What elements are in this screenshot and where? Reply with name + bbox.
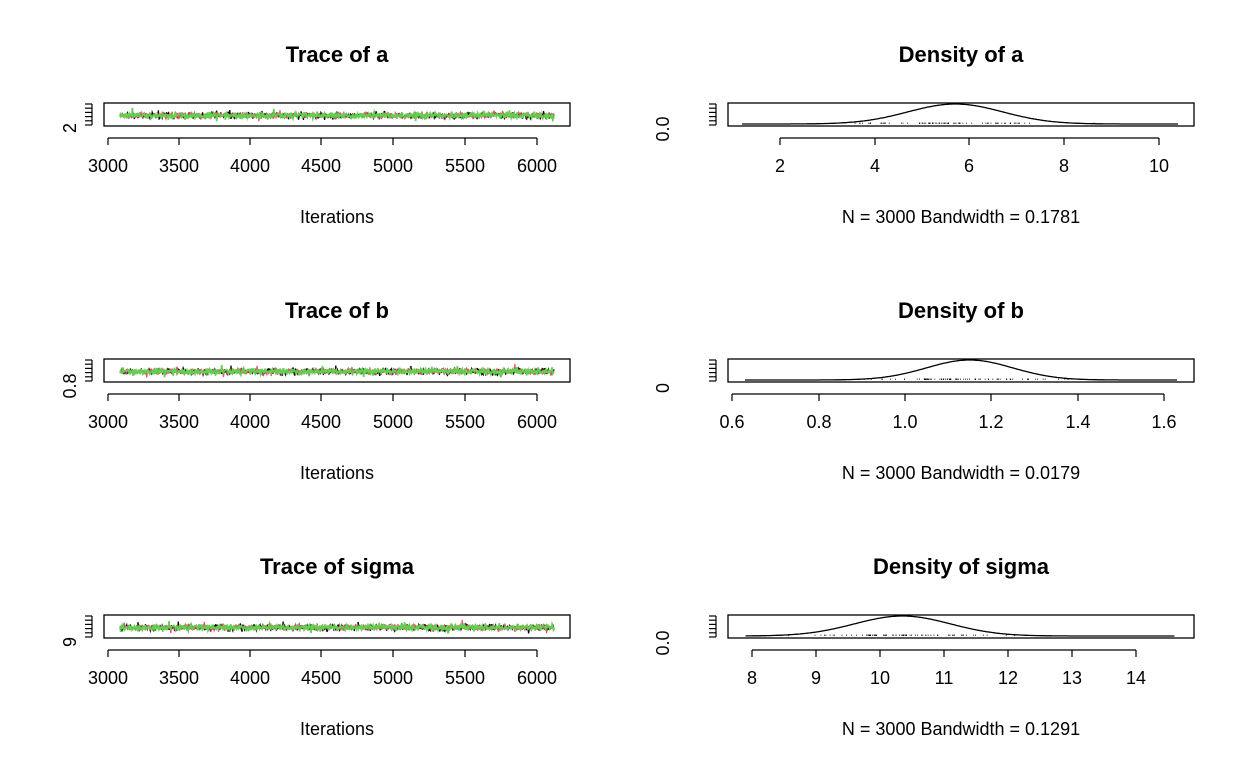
density-sigma-rug [775, 634, 1015, 636]
density-b-x-tick-label: 0.8 [806, 412, 831, 432]
density-b-x-axis: 0.6 0.8 1.0 1.2 1.4 1.6 [719, 393, 1177, 432]
trace-sigma-x-tick-label: 6000 [517, 668, 557, 688]
density-a-x-tick-label: 10 [1149, 156, 1169, 176]
density-sigma-x-tick-label: 14 [1126, 668, 1146, 688]
density-b-x-tick-label: 0.6 [719, 412, 744, 432]
trace-b-x-tick-label: 4500 [301, 412, 341, 432]
density-sigma-y-tick-label: 0.0 [653, 630, 673, 655]
trace-sigma-x-tick-label: 3000 [88, 668, 128, 688]
trace-sigma-x-tick-label: 4500 [301, 668, 341, 688]
trace-a-xlabel: Iterations [300, 207, 374, 227]
density-b-title: Density of b [898, 298, 1024, 323]
trace-b-y-tick-label: 0.8 [60, 373, 80, 398]
trace-sigma-y-tick-label: 9 [60, 637, 80, 647]
trace-a-x-tick-label: 3500 [159, 156, 199, 176]
density-a-plot-box [727, 102, 1195, 127]
density-a-y-axis: 0.0 [653, 103, 717, 142]
trace-b-x-tick-label: 6000 [517, 412, 557, 432]
trace-sigma-x-tick-label: 4000 [230, 668, 270, 688]
trace-b-x-axis: 3000 3500 4000 4500 5000 5500 6000 [88, 393, 557, 432]
density-sigma-x-tick-label: 8 [747, 668, 757, 688]
density-b-y-tick-label: 0 [653, 383, 673, 393]
trace-b-x-tick-label: 4000 [230, 412, 270, 432]
trace-b-x-tick-label: 3000 [88, 412, 128, 432]
density-a-rug [854, 122, 1095, 124]
trace-b-panel: Trace of b Iterations 3000 3500 4000 4500 5000… [60, 298, 571, 483]
trace-a-x-tick-label: 5500 [445, 156, 485, 176]
density-b-x-tick-label: 1.4 [1065, 412, 1090, 432]
trace-a-panel: Trace of a Iterations 3000 3500 4000 4500 5000… [60, 42, 571, 227]
density-a-x-tick-label: 8 [1059, 156, 1069, 176]
density-sigma-x-tick-label: 13 [1062, 668, 1082, 688]
trace-sigma-x-tick-label: 5500 [445, 668, 485, 688]
density-a-density-curve [742, 103, 1178, 125]
density-b-x-tick-label: 1.2 [978, 412, 1003, 432]
density-a-x-tick-label: 2 [775, 156, 785, 176]
density-a-title: Density of a [899, 42, 1024, 67]
density-a-y-tick-label: 0.0 [653, 116, 673, 141]
trace-a-x-tick-label: 4500 [301, 156, 341, 176]
trace-sigma-xlabel: Iterations [300, 719, 374, 739]
density-sigma-x-axis: 8 9 10 11 12 13 14 [747, 649, 1146, 688]
trace-a-x-tick-label: 6000 [517, 156, 557, 176]
density-sigma-xlabel: N = 3000 Bandwidth = 0.1291 [842, 719, 1080, 739]
density-b-plot-box [727, 358, 1195, 383]
density-b-xlabel: N = 3000 Bandwidth = 0.0179 [842, 463, 1080, 483]
density-b-panel: Density of b N = 3000 Bandwidth = 0.0179 0… [653, 298, 1195, 483]
trace-b-chain-3 [119, 364, 555, 378]
trace-b-plot-box [103, 358, 571, 383]
trace-b-x-tick-label: 3500 [159, 412, 199, 432]
density-sigma-title: Density of sigma [873, 554, 1050, 579]
density-a-x-tick-label: 6 [964, 156, 974, 176]
density-b-x-tick-label: 1.0 [892, 412, 917, 432]
trace-sigma-x-tick-label: 3500 [159, 668, 199, 688]
trace-b-xlabel: Iterations [300, 463, 374, 483]
trace-a-chain-3 [119, 107, 555, 122]
trace-sigma-plot-box [103, 614, 571, 639]
trace-sigma-x-axis: 3000 3500 4000 4500 5000 5500 6000 [88, 649, 557, 688]
trace-sigma-panel: Trace of sigma Iterations 3000 3500 4000 4500… [60, 554, 571, 739]
density-a-xlabel: N = 3000 Bandwidth = 0.1781 [842, 207, 1080, 227]
density-sigma-panel: Density of sigma N = 3000 Bandwidth = 0.1… [653, 554, 1195, 739]
trace-sigma-x-tick-label: 5000 [373, 668, 413, 688]
density-b-y-axis: 0 [653, 359, 717, 393]
density-sigma-plot-box [727, 614, 1195, 639]
trace-sigma-title: Trace of sigma [260, 554, 415, 579]
density-a-x-tick-label: 4 [870, 156, 880, 176]
trace-a-x-axis: 3000 3500 4000 4500 5000 5500 6000 [88, 137, 557, 176]
density-b-x-tick-label: 1.6 [1151, 412, 1176, 432]
density-sigma-x-tick-label: 12 [998, 668, 1018, 688]
density-a-x-axis: 2 4 6 8 10 [775, 137, 1169, 176]
trace-b-y-axis: 0.8 [60, 359, 93, 399]
trace-b-x-tick-label: 5500 [445, 412, 485, 432]
density-sigma-x-tick-label: 11 [935, 668, 954, 688]
trace-sigma-chain-3 [119, 620, 555, 634]
trace-b-title: Trace of b [285, 298, 389, 323]
trace-a-y-tick-label: 2 [60, 123, 80, 133]
trace-a-title: Trace of a [286, 42, 389, 67]
density-b-density-curve [745, 359, 1177, 381]
density-sigma-density-curve [745, 615, 1175, 637]
trace-b-x-tick-label: 5000 [373, 412, 413, 432]
density-a-panel: Density of a N = 3000 Bandwidth = 0.1781 2… [653, 42, 1195, 227]
trace-a-y-axis: 2 [60, 103, 93, 133]
trace-a-plot-box [103, 102, 571, 127]
trace-sigma-y-axis: 9 [60, 615, 93, 647]
density-sigma-y-axis: 0.0 [653, 615, 717, 656]
trace-a-x-tick-label: 3000 [88, 156, 128, 176]
trace-a-x-tick-label: 4000 [230, 156, 270, 176]
trace-a-x-tick-label: 5000 [373, 156, 413, 176]
density-b-rug [863, 378, 1069, 380]
density-sigma-x-tick-label: 9 [811, 668, 821, 688]
density-sigma-x-tick-label: 10 [870, 668, 890, 688]
